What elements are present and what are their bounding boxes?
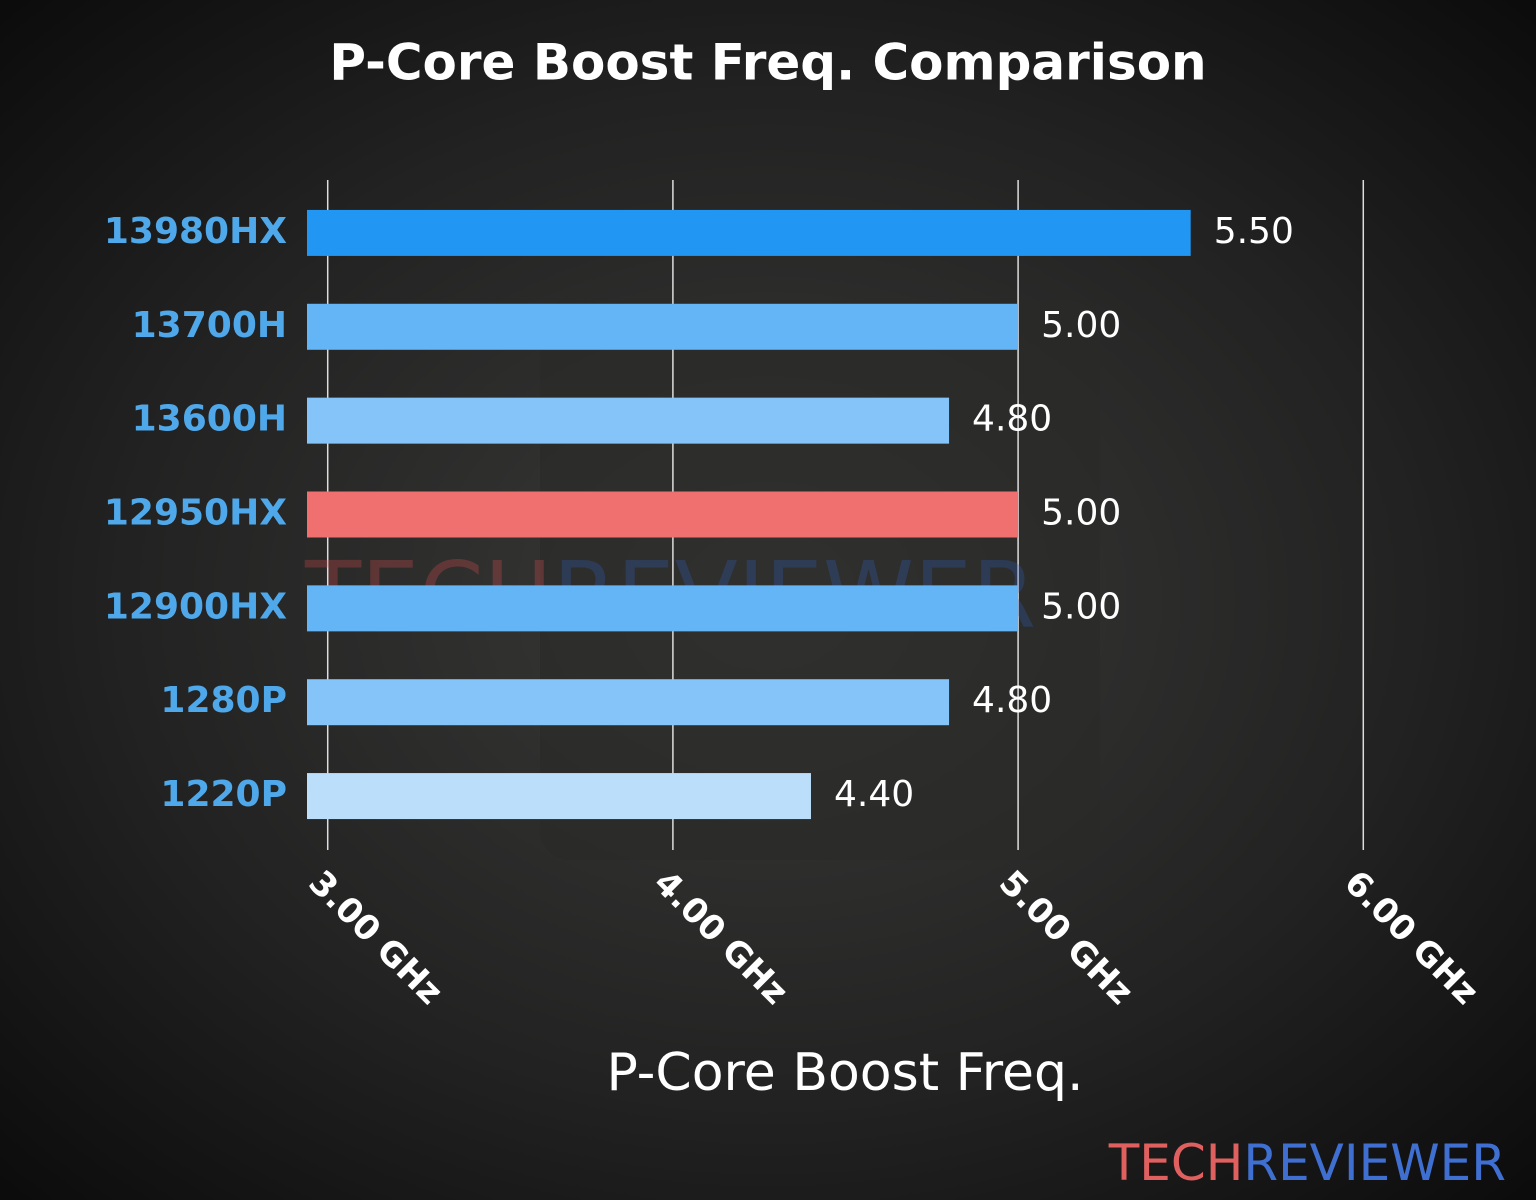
bar <box>307 491 1019 538</box>
y-tick-label: 13600H <box>132 399 287 440</box>
value-label: 5.00 <box>1041 305 1121 346</box>
logo-reviewer: REVIEWER <box>1243 1134 1506 1192</box>
bar <box>307 679 950 726</box>
value-label: 4.80 <box>972 399 1052 440</box>
y-tick-label: 12900HX <box>104 586 287 627</box>
x-axis-label: P-Core Boost Freq. <box>606 1043 1083 1103</box>
bar <box>307 585 1019 632</box>
bar <box>307 209 1191 256</box>
y-tick-label: 13980HX <box>104 211 287 252</box>
value-label: 4.40 <box>834 774 914 815</box>
value-label: 5.00 <box>1041 493 1121 534</box>
value-label: 4.80 <box>972 680 1052 721</box>
y-tick-label: 12950HX <box>104 493 287 534</box>
y-tick-label: 1280P <box>160 680 287 721</box>
y-tick-label: 13700H <box>132 305 287 346</box>
bar <box>307 303 1019 350</box>
logo-tech: TECH <box>1108 1134 1244 1192</box>
bar <box>307 773 811 820</box>
bar <box>307 397 950 444</box>
chart-title: P-Core Boost Freq. Comparison <box>329 34 1206 92</box>
logo: TECHREVIEWER <box>1108 1134 1506 1192</box>
value-label: 5.00 <box>1041 586 1121 627</box>
value-label: 5.50 <box>1214 211 1294 252</box>
y-tick-label: 1220P <box>160 774 287 815</box>
